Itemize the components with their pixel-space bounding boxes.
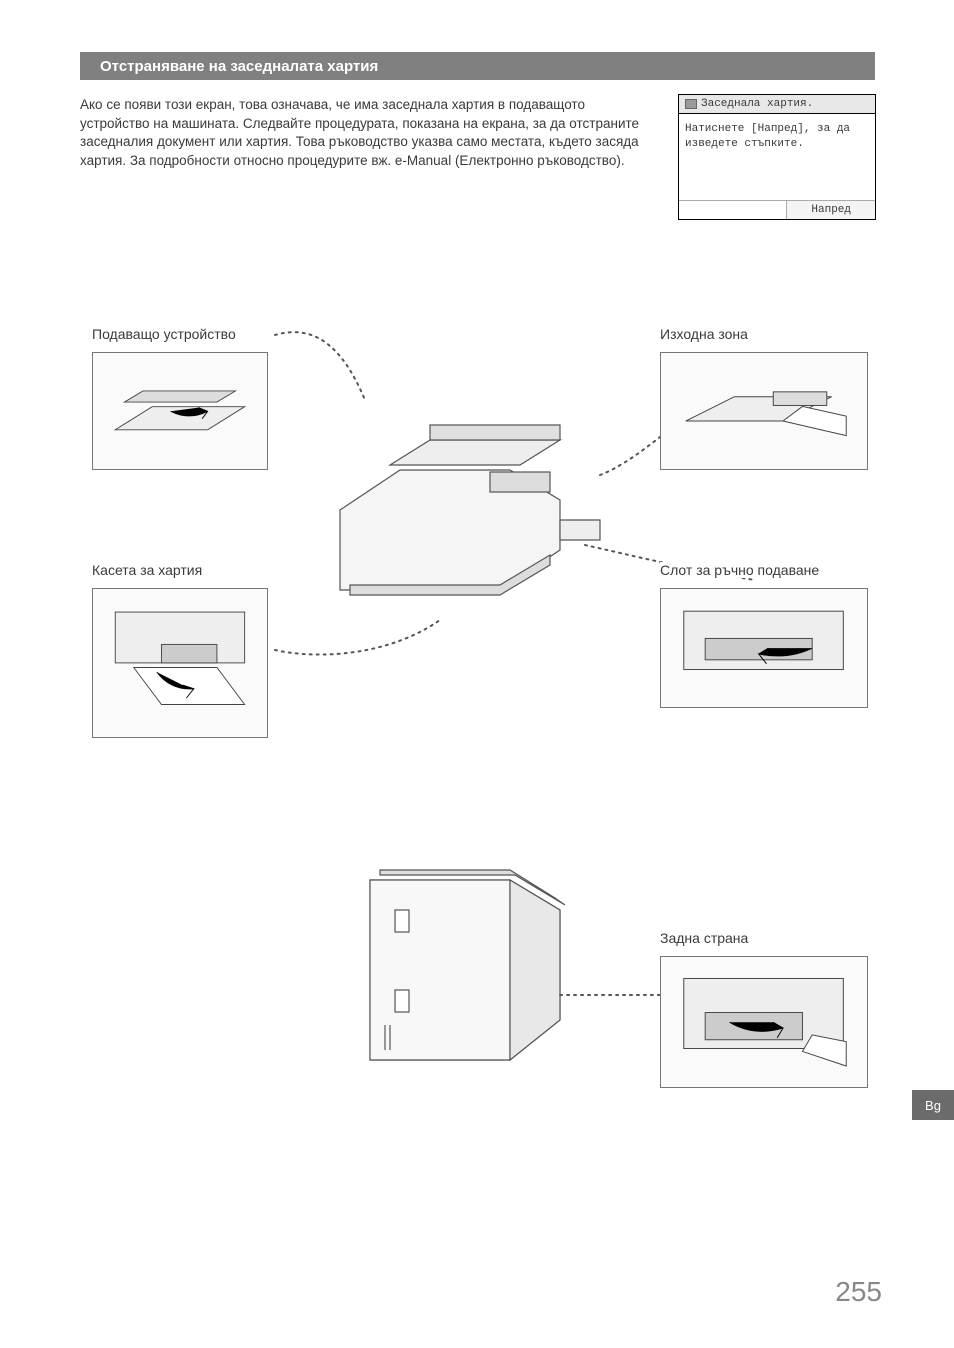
label-cassette: Касета за хартия [92, 562, 202, 578]
label-back: Задна страна [660, 930, 748, 946]
language-tab: Bg [912, 1090, 954, 1120]
label-output: Изходна зона [660, 326, 748, 342]
screen-title-text: Заседнала хартия. [701, 98, 813, 110]
device-screen: Заседнала хартия. Натиснете [Напред], за… [678, 94, 876, 220]
section-header: Отстраняване на заседналата хартия [80, 52, 875, 80]
printer-back-illustration [340, 850, 590, 1110]
label-manual: Слот за ръчно подаване [660, 562, 819, 578]
screen-titlebar: Заседнала хартия. [679, 95, 875, 114]
warning-icon [685, 99, 697, 109]
thumb-manual [660, 588, 868, 708]
thumb-back [660, 956, 868, 1088]
printer-front-illustration [300, 390, 610, 670]
intro-paragraph: Ако се появи този екран, това означава, … [80, 96, 650, 171]
label-feeder: Подаващо устройство [92, 326, 236, 342]
section-title: Отстраняване на заседналата хартия [100, 58, 378, 75]
page-number: 255 [835, 1276, 882, 1308]
screen-footer: Напред [679, 200, 875, 219]
next-button[interactable]: Напред [786, 201, 875, 219]
thumb-output [660, 352, 868, 470]
screen-body: Натиснете [Напред], за да изведете стъпк… [679, 114, 875, 200]
thumb-feeder [92, 352, 268, 470]
thumb-cassette [92, 588, 268, 738]
